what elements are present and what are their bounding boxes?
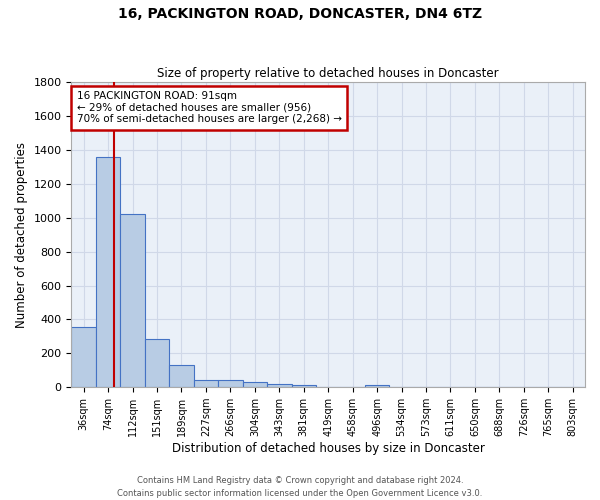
Bar xyxy=(242,382,267,387)
Bar xyxy=(194,380,218,387)
Bar xyxy=(218,380,242,387)
Bar xyxy=(292,385,316,387)
Text: 16, PACKINGTON ROAD, DONCASTER, DN4 6TZ: 16, PACKINGTON ROAD, DONCASTER, DN4 6TZ xyxy=(118,8,482,22)
Bar xyxy=(267,384,292,387)
Title: Size of property relative to detached houses in Doncaster: Size of property relative to detached ho… xyxy=(157,66,499,80)
Text: 16 PACKINGTON ROAD: 91sqm
← 29% of detached houses are smaller (956)
70% of semi: 16 PACKINGTON ROAD: 91sqm ← 29% of detac… xyxy=(77,91,341,124)
Bar xyxy=(71,327,96,387)
Bar xyxy=(365,385,389,387)
Bar xyxy=(96,156,121,387)
Bar xyxy=(121,214,145,387)
Text: Contains HM Land Registry data © Crown copyright and database right 2024.
Contai: Contains HM Land Registry data © Crown c… xyxy=(118,476,482,498)
Bar xyxy=(169,365,194,387)
Y-axis label: Number of detached properties: Number of detached properties xyxy=(15,142,28,328)
X-axis label: Distribution of detached houses by size in Doncaster: Distribution of detached houses by size … xyxy=(172,442,485,455)
Bar xyxy=(145,339,169,387)
